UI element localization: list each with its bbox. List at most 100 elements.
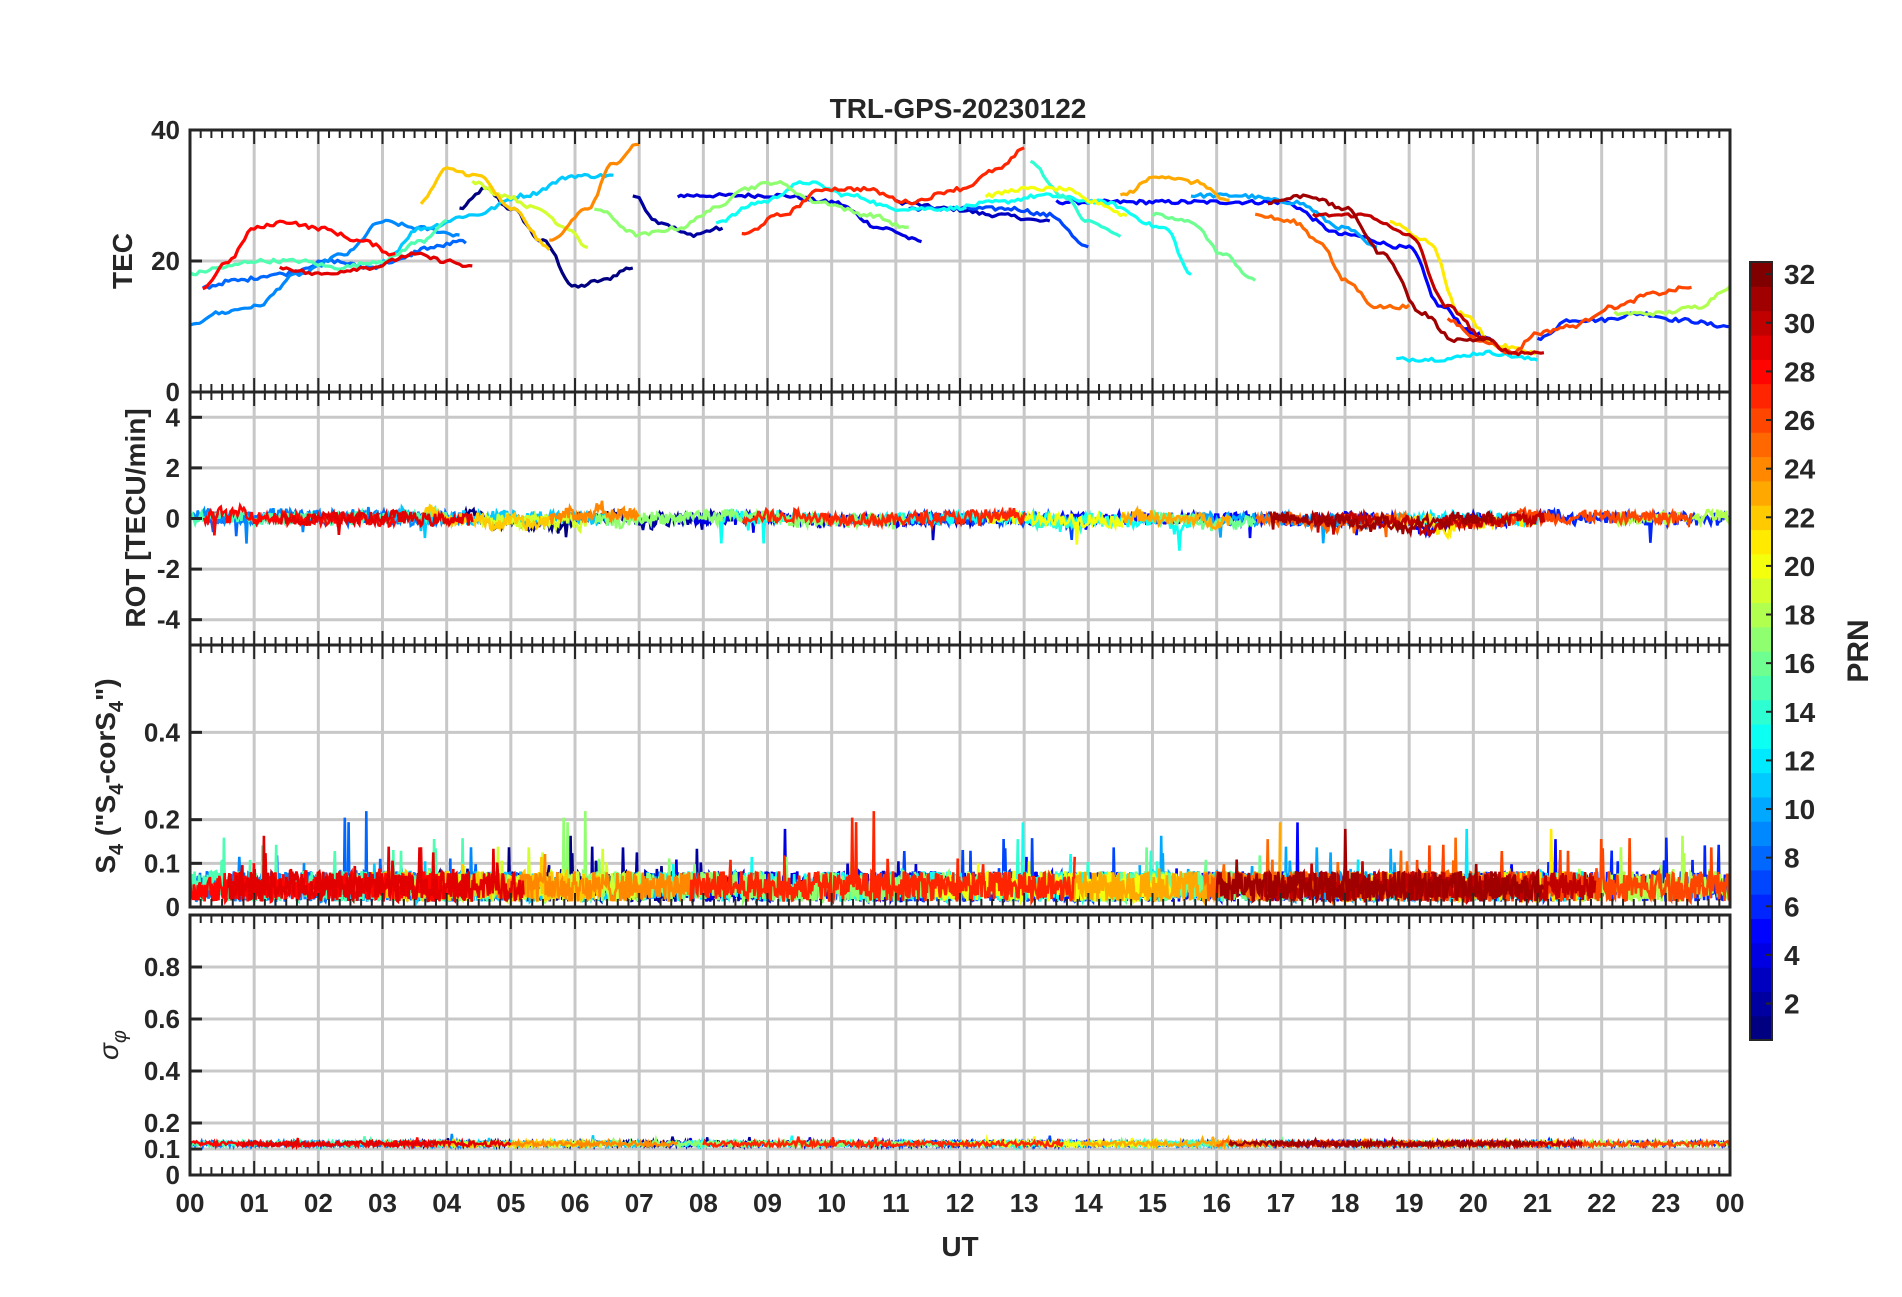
colorbar-swatch — [1750, 553, 1772, 579]
xtick-label: 23 — [1651, 1188, 1680, 1218]
colorbar-swatch — [1750, 821, 1772, 847]
colorbar-swatch — [1750, 334, 1772, 360]
xtick-label: 05 — [496, 1188, 525, 1218]
ytick-label-s4: 0.4 — [144, 717, 181, 747]
xtick-label: 09 — [753, 1188, 782, 1218]
rot-series-prn-27 — [741, 505, 1026, 532]
colorbar-tick-label: 12 — [1784, 745, 1815, 776]
colorbar-swatch — [1750, 262, 1772, 287]
ylabel-s4: S4 ("S4-corS4") — [90, 678, 128, 873]
xtick-label: 07 — [625, 1188, 654, 1218]
colorbar-swatch — [1750, 991, 1772, 1017]
panel-rot: -4 -2 0 2 4 ROT [TECU/min] — [120, 390, 1732, 647]
xtick-label: 12 — [946, 1188, 975, 1218]
ytick-label-sig: 0.6 — [144, 1004, 180, 1034]
colorbar-swatch — [1750, 723, 1772, 749]
xtick-label: 16 — [1202, 1188, 1231, 1218]
chart-title: TRL-GPS-20230122 — [830, 93, 1087, 124]
tec-series-prn-21 — [1389, 219, 1539, 356]
ylabel-rot: ROT [TECU/min] — [120, 408, 151, 627]
colorbar-tick-label: 22 — [1784, 502, 1815, 533]
xtick-label: 10 — [817, 1188, 846, 1218]
colorbar-tick-label: 30 — [1784, 308, 1815, 339]
colorbar-swatch — [1750, 310, 1772, 336]
ytick-label-rot: 2 — [166, 453, 180, 483]
tec-series-prn-8 — [202, 238, 467, 290]
tec-series-prn-16 — [1151, 211, 1257, 282]
tec-series-prn-27 — [741, 146, 1025, 236]
ytick-label-rot: 4 — [166, 402, 181, 432]
colorbar-swatch — [1750, 918, 1772, 944]
tec-series-prn-31 — [1267, 193, 1494, 344]
tec-series-prn-12 — [1396, 349, 1539, 363]
tec-series-prn-22 — [419, 166, 551, 251]
ytick-label-sig: 0.1 — [144, 1134, 180, 1164]
sigma-series-prn-31 — [1228, 1136, 1532, 1150]
colorbar-swatch — [1750, 407, 1772, 433]
xtick-label: 14 — [1074, 1188, 1103, 1218]
tec-series-prn-24 — [549, 142, 640, 242]
ytick-label-rot: -2 — [157, 554, 180, 584]
ytick-label-s4: 0 — [166, 892, 180, 922]
colorbar-tick-label: 6 — [1784, 891, 1800, 922]
ytick-label-tec: 0 — [166, 377, 180, 407]
colorbar-swatch — [1750, 796, 1772, 822]
panel-s4: 0 0.1 0.2 0.4 S4 ("S4-corS4") — [90, 643, 1732, 922]
colorbar-tick-label: 32 — [1784, 259, 1815, 290]
xtick-label: 17 — [1266, 1188, 1295, 1218]
colorbar-swatch — [1750, 845, 1772, 871]
tec-series-prn-30 — [1311, 212, 1545, 357]
ytick-label-tec: 40 — [151, 115, 180, 145]
colorbar-swatch — [1750, 675, 1772, 701]
colorbar-swatch — [1750, 505, 1772, 531]
rot-series-prn-29 — [279, 507, 474, 536]
ytick-label-sig: 0.2 — [144, 1108, 180, 1138]
ytick-label-rot: 0 — [166, 504, 180, 534]
tec-series-prn-18 — [1613, 285, 1730, 317]
colorbar-swatch — [1750, 869, 1772, 895]
colorbar-frame — [1749, 261, 1773, 1041]
ytick-label-sig: 0.4 — [144, 1056, 181, 1086]
colorbar-swatch — [1750, 383, 1772, 409]
colorbar-swatch — [1750, 578, 1772, 603]
tec-series-prn-23 — [1119, 175, 1230, 202]
panel-s4-frame — [188, 643, 1732, 909]
xtick-label: 04 — [432, 1188, 461, 1218]
tec-series-prn-28 — [202, 219, 396, 291]
xtick-label: 00 — [1716, 1188, 1745, 1218]
rot-series-prn-17 — [594, 507, 910, 532]
colorbar-swatch — [1750, 480, 1772, 506]
colorbar-swatch — [1750, 748, 1772, 774]
panel-sigma-phi-frame — [188, 913, 1732, 1177]
colorbar-swatch — [1750, 286, 1772, 312]
colorbar-tick-label: 14 — [1784, 697, 1816, 728]
ytick-label-sig: 0.8 — [144, 952, 180, 982]
xtick-label: 22 — [1587, 1188, 1616, 1218]
xtick-label: 06 — [561, 1188, 590, 1218]
tec-series-prn-4 — [676, 192, 922, 244]
sigma-series-prn-24 — [509, 1137, 679, 1150]
s4-series-prn-24 — [496, 853, 692, 902]
colorbar-swatch — [1750, 699, 1772, 725]
colorbar-tick-label: 28 — [1784, 356, 1815, 387]
ytick-label-tec: 20 — [151, 246, 180, 276]
xtick-label: 19 — [1395, 1188, 1424, 1218]
s4-series-prn-31 — [1215, 828, 1545, 905]
xtick-label: 08 — [689, 1188, 718, 1218]
rot-series-prn-24 — [549, 500, 640, 525]
xtick-label: 18 — [1331, 1188, 1360, 1218]
colorbar-swatch — [1750, 894, 1772, 920]
xlabel: UT — [941, 1231, 978, 1262]
colorbar-tick-label: 10 — [1784, 794, 1815, 825]
colorbar-swatch — [1750, 456, 1772, 482]
tec-series-prn-11 — [381, 172, 614, 264]
xtick-label: 20 — [1459, 1188, 1488, 1218]
colorbar-swatch — [1750, 432, 1772, 458]
colorbar-tick-label: 26 — [1784, 405, 1815, 436]
xtick-label: 11 — [882, 1188, 910, 1218]
rot-series-prn-28 — [202, 501, 397, 536]
ytick-label-sig: 0 — [166, 1160, 180, 1190]
panel-tec: 0 20 40 TEC — [107, 115, 1732, 407]
